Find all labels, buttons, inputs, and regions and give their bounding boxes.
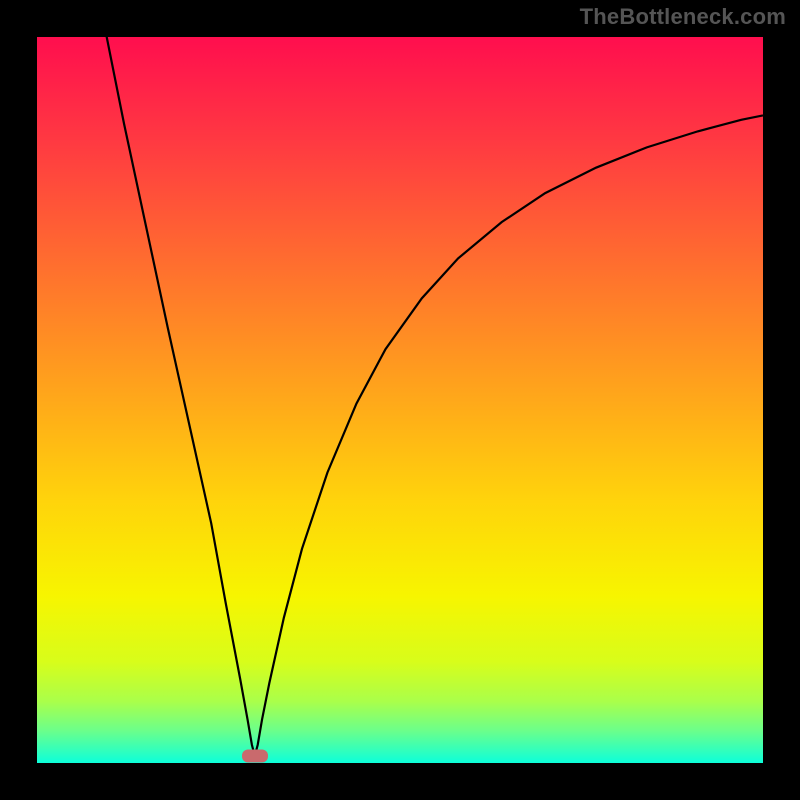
curve-path: [102, 37, 763, 756]
watermark-text: TheBottleneck.com: [580, 4, 786, 30]
curve-layer: [37, 37, 763, 763]
plot-area: [37, 37, 763, 763]
minimum-marker: [242, 749, 268, 762]
chart-frame: TheBottleneck.com: [0, 0, 800, 800]
